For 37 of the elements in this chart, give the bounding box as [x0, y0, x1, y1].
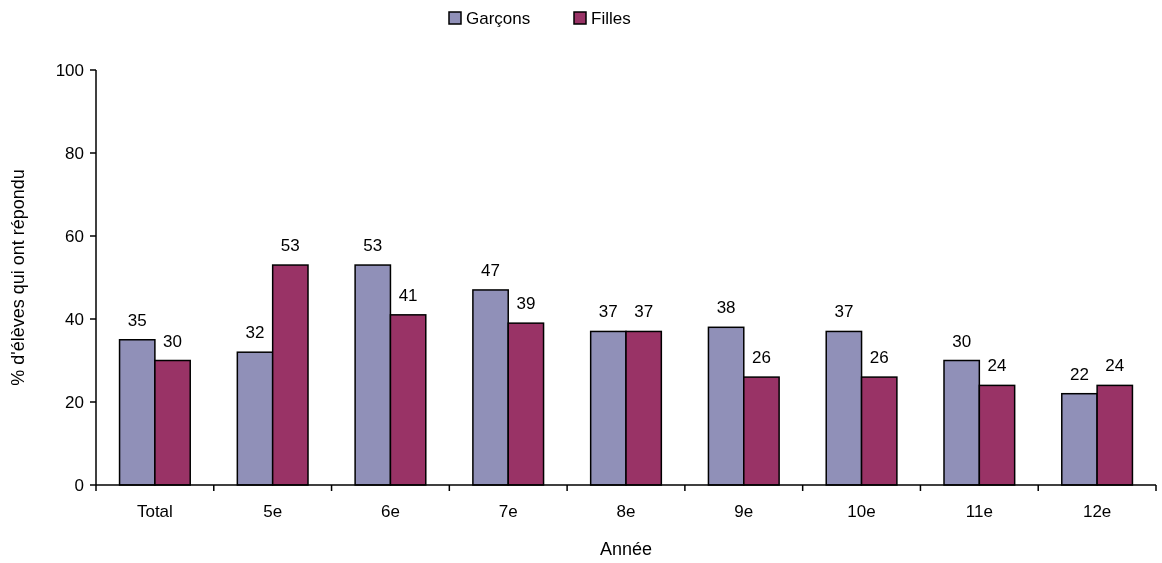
- data-label: 30: [952, 331, 972, 351]
- x-tick-label: 6e: [380, 502, 400, 521]
- y-tick-label: 80: [65, 144, 84, 163]
- y-tick-label: 100: [55, 61, 84, 80]
- x-tick-label: 8e: [616, 502, 636, 521]
- data-label: 37: [598, 302, 618, 322]
- data-label: 37: [834, 302, 854, 322]
- data-label: 35: [127, 310, 147, 330]
- x-tick-label: 10e: [847, 502, 876, 521]
- data-label: 37: [634, 302, 654, 322]
- x-tick-label: 7e: [498, 502, 518, 521]
- data-label: 39: [516, 294, 536, 314]
- y-tick-label: 20: [65, 393, 84, 412]
- x-tick-label: Total: [136, 502, 173, 521]
- y-tick-label: 0: [74, 476, 84, 495]
- data-label: 26: [751, 348, 771, 368]
- x-axis-title: Année: [599, 539, 653, 559]
- x-tick-label: 5e: [263, 502, 283, 521]
- x-tick-label: 12e: [1082, 502, 1112, 521]
- legend-label: Garçons: [466, 9, 531, 28]
- data-label: 41: [398, 285, 418, 305]
- x-tick-label: 11e: [965, 502, 993, 521]
- data-label: 53: [363, 236, 383, 256]
- x-tick-label: 9e: [734, 502, 754, 521]
- data-label: 38: [716, 298, 736, 318]
- data-label: 32: [245, 323, 265, 343]
- legend-label: Filles: [591, 9, 631, 28]
- data-label: 47: [481, 260, 501, 280]
- y-axis-title: % d'élèves qui ont répondu: [8, 169, 28, 386]
- y-tick-label: 40: [65, 310, 84, 329]
- data-label: 24: [987, 356, 1007, 376]
- data-label: 53: [280, 236, 300, 256]
- y-tick-label: 60: [65, 227, 84, 246]
- data-label: 30: [163, 331, 183, 351]
- data-label: 26: [869, 348, 889, 368]
- data-label: 24: [1105, 356, 1125, 376]
- data-label: 22: [1069, 364, 1089, 384]
